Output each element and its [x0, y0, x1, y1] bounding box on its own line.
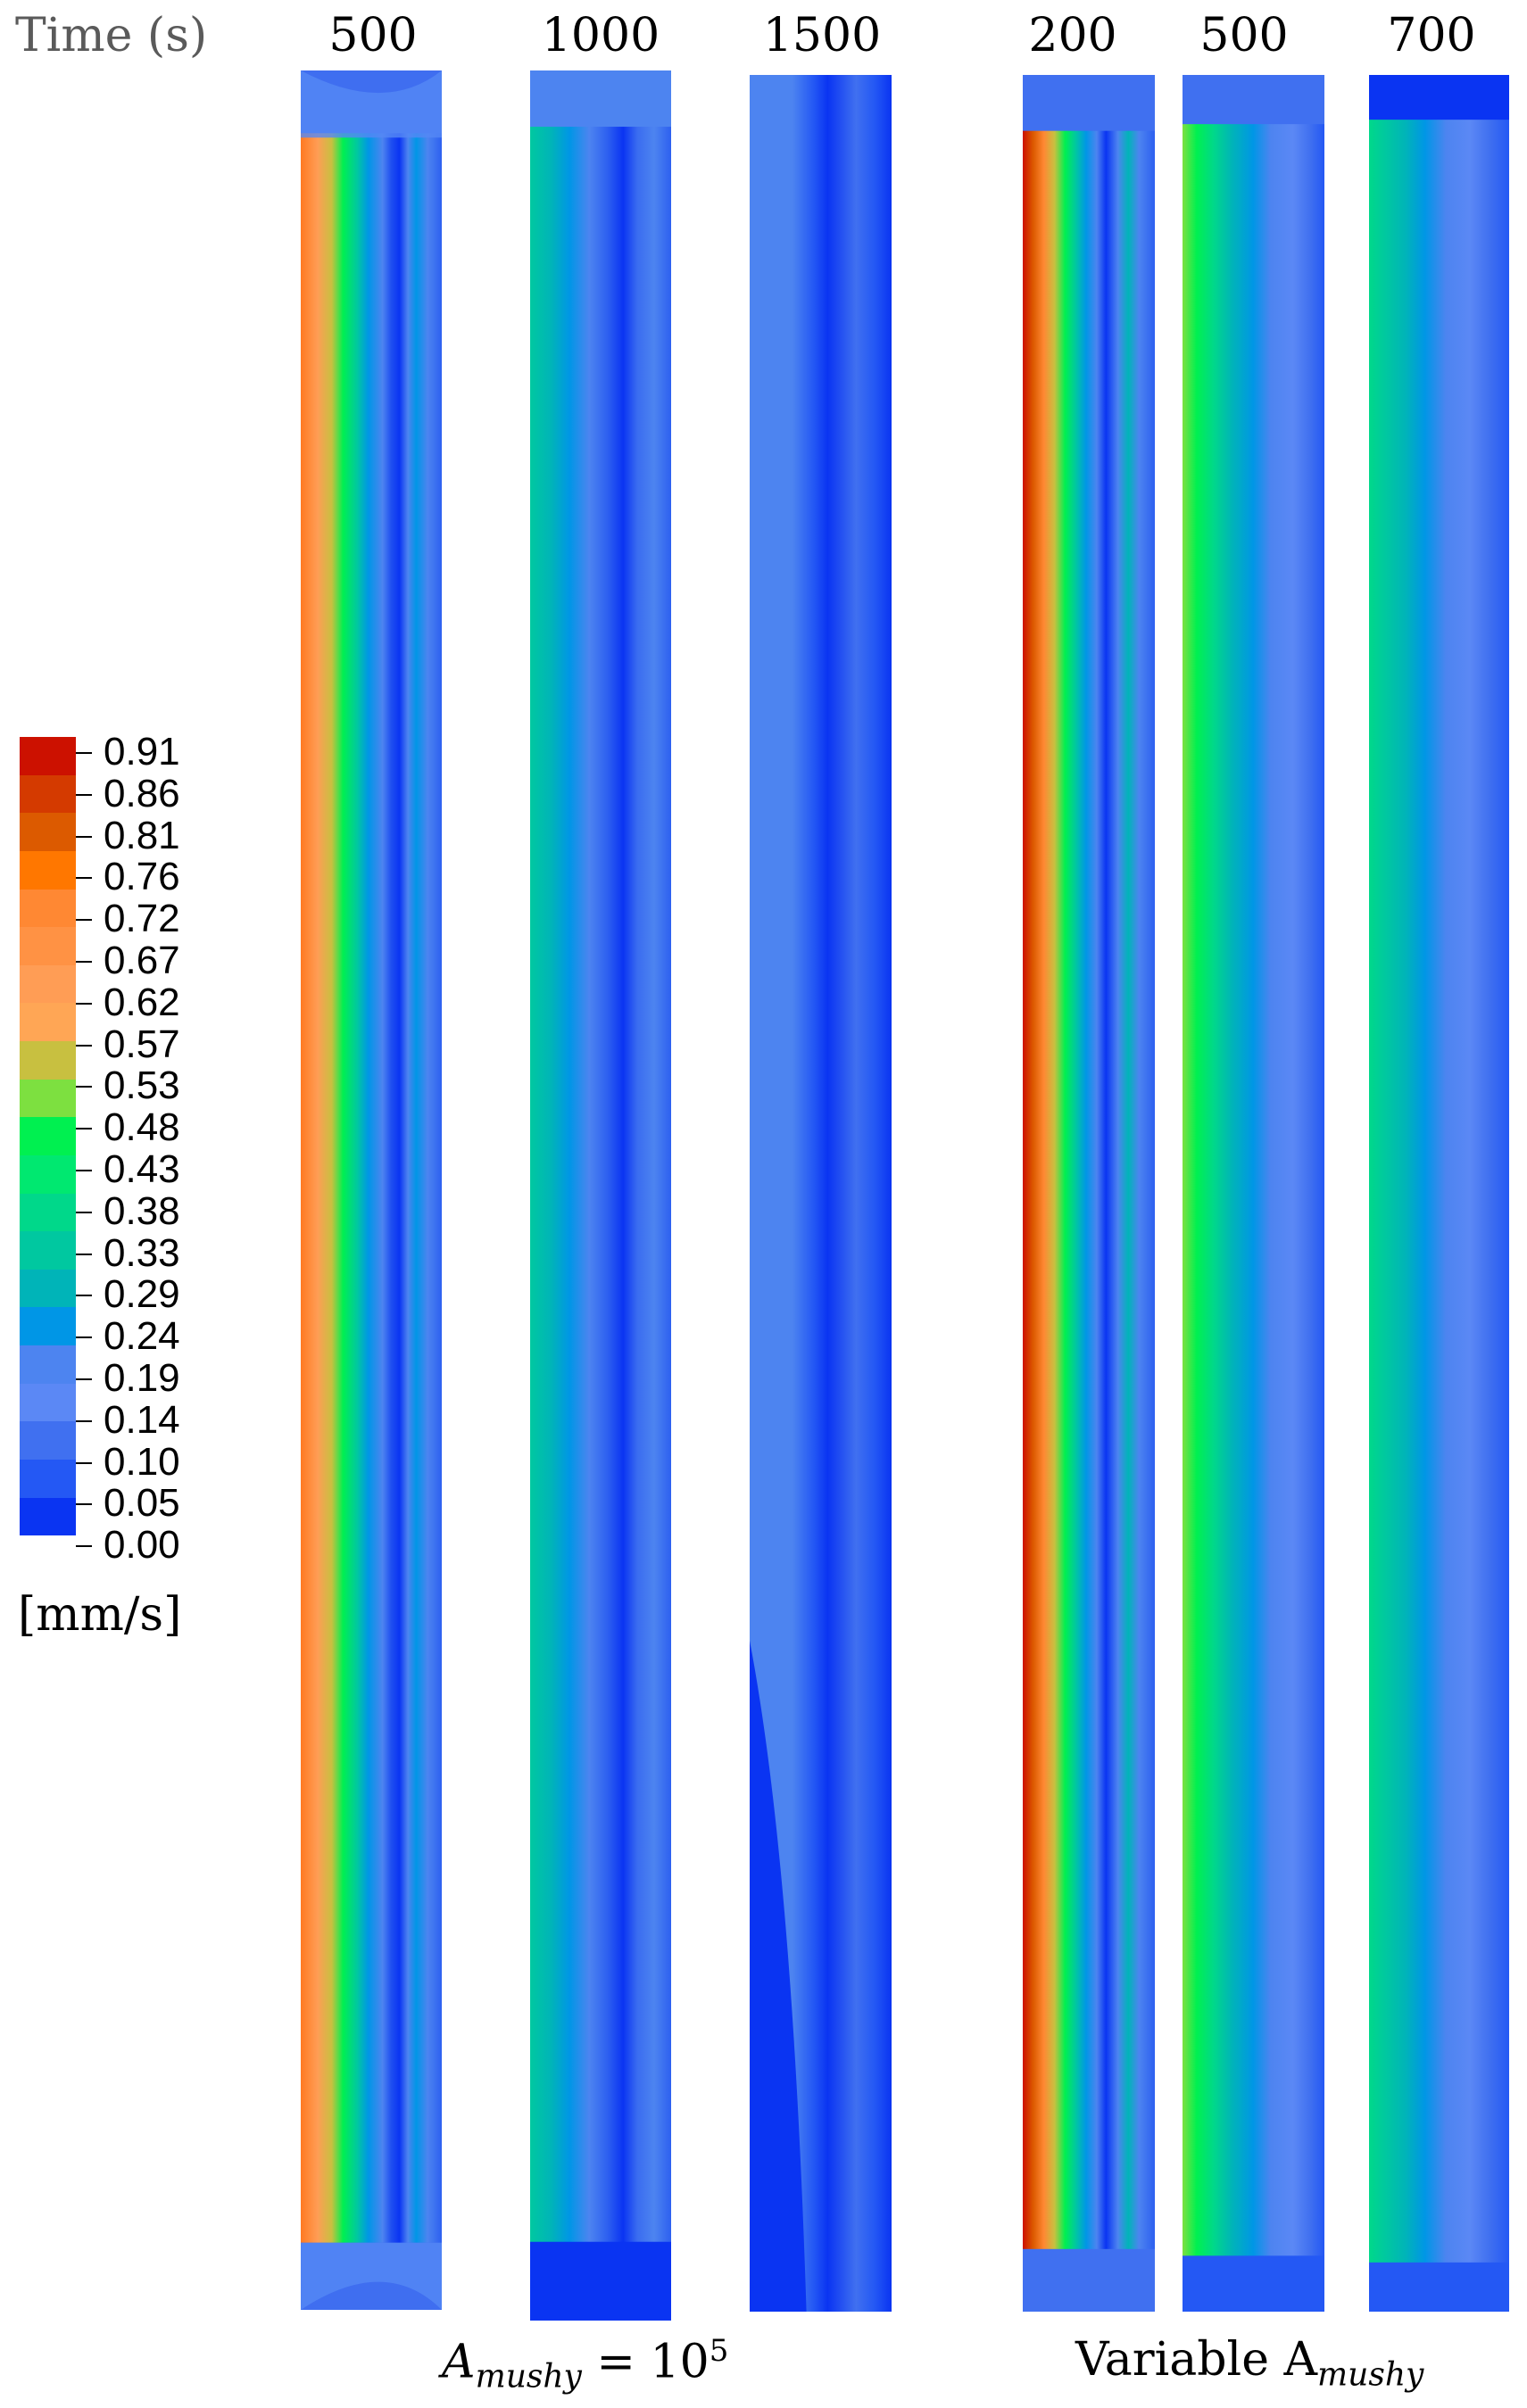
colorbar-tick-5 — [76, 961, 92, 963]
colorbar-tick-10 — [76, 1170, 92, 1171]
colorbar-band-16 — [20, 1345, 76, 1384]
colorbar-label-18: 0.05 — [104, 1481, 180, 1526]
colorbar-band-1 — [20, 774, 76, 814]
colorbar-band-11 — [20, 1154, 76, 1194]
colorbar-band-14 — [20, 1269, 76, 1308]
colorbar-tick-11 — [76, 1211, 92, 1213]
colorbar-label-15: 0.19 — [104, 1356, 180, 1400]
colorbar-band-17 — [20, 1383, 76, 1422]
colorbar-band-6 — [20, 964, 76, 1004]
colorbar-tick-8 — [76, 1086, 92, 1088]
column-time-5: 500 — [1199, 9, 1289, 62]
velocity-colorbar — [20, 737, 76, 1536]
colorbar-tick-4 — [76, 919, 92, 922]
colorbar-label-0: 0.91 — [104, 730, 180, 774]
contour-panel-a-500 — [301, 70, 442, 2310]
colorbar-tick-3 — [76, 877, 92, 880]
colorbar-tick-9 — [76, 1128, 92, 1130]
colorbar-label-2: 0.81 — [104, 813, 180, 857]
colorbar-tick-0 — [76, 752, 92, 754]
colorbar-tick-18 — [76, 1503, 92, 1506]
colorbar-band-20 — [20, 1497, 76, 1536]
colorbar-label-4: 0.72 — [104, 897, 180, 941]
colorbar-tick-6 — [76, 1002, 92, 1005]
colorbar-band-8 — [20, 1041, 76, 1080]
colorbar-label-16: 0.14 — [104, 1397, 180, 1442]
colorbar-tick-12 — [76, 1253, 92, 1255]
colorbar-units: [mm/s] — [18, 1588, 182, 1642]
contour-panel-b-500 — [1183, 75, 1324, 2312]
colorbar-band-12 — [20, 1193, 76, 1232]
colorbar-label-19: 0.00 — [104, 1523, 180, 1568]
colorbar-tick-1 — [76, 793, 92, 796]
colorbar-tick-13 — [76, 1295, 92, 1297]
colorbar-band-19 — [20, 1459, 76, 1498]
colorbar-tick-7 — [76, 1044, 92, 1047]
colorbar-label-9: 0.48 — [104, 1105, 180, 1150]
colorbar-label-6: 0.62 — [104, 980, 180, 1024]
colorbar-band-7 — [20, 1003, 76, 1041]
contour-panel-a-1000 — [530, 70, 671, 2321]
colorbar-label-8: 0.53 — [104, 1063, 180, 1108]
colorbar-band-9 — [20, 1079, 76, 1118]
colorbar-tick-14 — [76, 1336, 92, 1339]
colorbar-band-5 — [20, 927, 76, 965]
colorbar-band-18 — [20, 1421, 76, 1460]
colorbar-label-12: 0.33 — [104, 1230, 180, 1275]
colorbar-label-10: 0.43 — [104, 1147, 180, 1191]
colorbar-band-3 — [20, 850, 76, 890]
colorbar-tick-15 — [76, 1378, 92, 1380]
colorbar-label-5: 0.67 — [104, 939, 180, 982]
group-label-constant: Amushy = 105 — [442, 2333, 729, 2396]
column-time-6: 700 — [1387, 9, 1476, 62]
colorbar-label-7: 0.57 — [104, 1022, 180, 1066]
colorbar-band-4 — [20, 889, 76, 928]
column-time-3: 1500 — [762, 9, 882, 62]
colorbar-tick-2 — [76, 835, 92, 838]
colorbar-label-14: 0.24 — [104, 1314, 180, 1359]
colorbar-label-11: 0.38 — [104, 1188, 180, 1233]
colorbar-label-3: 0.76 — [104, 855, 180, 899]
colorbar-label-17: 0.10 — [104, 1439, 180, 1484]
contour-panel-a-1500 — [750, 75, 892, 2312]
time-axis-title: Time (s) — [15, 9, 208, 62]
column-time-1: 500 — [328, 9, 418, 62]
group-label-variable: Variable Amushy — [1075, 2333, 1424, 2394]
colorbar-tick-19 — [76, 1545, 92, 1548]
colorbar-tick-16 — [76, 1419, 92, 1422]
colorbar-band-15 — [20, 1307, 76, 1345]
colorbar-band-10 — [20, 1117, 76, 1155]
colorbar-label-13: 0.29 — [104, 1272, 180, 1317]
colorbar-band-13 — [20, 1231, 76, 1270]
contour-panel-b-200 — [1023, 75, 1155, 2312]
colorbar-band-2 — [20, 813, 76, 851]
colorbar-band-0 — [20, 737, 76, 775]
contour-panel-b-700 — [1369, 75, 1509, 2312]
colorbar-tick-17 — [76, 1461, 92, 1464]
column-time-4: 200 — [1028, 9, 1117, 62]
column-time-2: 1000 — [541, 9, 660, 62]
colorbar-label-1: 0.86 — [104, 771, 180, 815]
